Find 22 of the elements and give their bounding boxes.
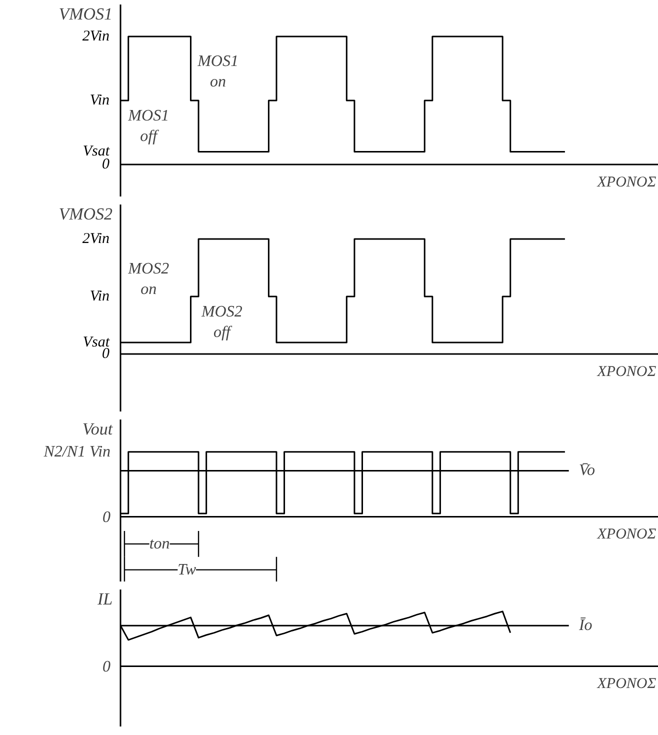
text: ton xyxy=(149,535,170,552)
text: N2/N1 Vin xyxy=(42,443,111,460)
annotation: MOS2 on xyxy=(127,260,170,298)
x-axis-title: ΧΡΟΝΟΣ xyxy=(596,676,656,692)
y-axis-title: Vout xyxy=(82,420,114,438)
y-tick-label: Vin xyxy=(90,288,110,304)
text: Tw xyxy=(178,561,196,578)
y-tick-label: 2Vin xyxy=(82,231,110,247)
ref-line-label: V̄o xyxy=(578,462,595,480)
y-axis-title: IL xyxy=(96,590,113,608)
ref-line-label: Īo xyxy=(578,617,592,634)
annotation: MOS2 off xyxy=(200,304,242,342)
x-axis-title: ΧΡΟΝΟΣ xyxy=(596,174,656,190)
y-axis-title: VMOS1 xyxy=(58,4,113,24)
annotation: MOS1 on xyxy=(196,53,238,90)
x-axis-title: ΧΡΟΝΟΣ xyxy=(596,526,656,543)
y-tick-label: 0 xyxy=(102,346,110,362)
x-axis-title: ΧΡΟΝΟΣ xyxy=(596,364,656,380)
y-axis-title: VMOS2 xyxy=(58,204,114,224)
annotation: MOS1 off xyxy=(127,107,170,145)
y-tick-label: Vin xyxy=(90,92,110,108)
y-tick-label: 2Vin xyxy=(82,28,110,44)
